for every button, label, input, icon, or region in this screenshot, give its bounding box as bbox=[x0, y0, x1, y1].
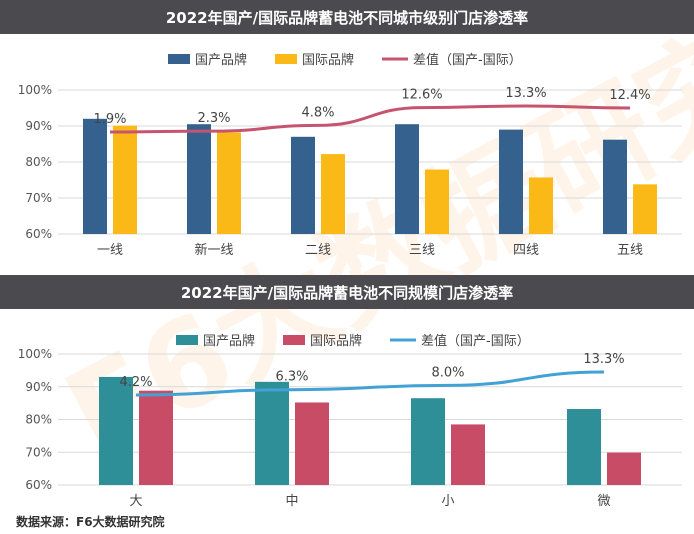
difference-data-label: 2.3% bbox=[197, 111, 230, 126]
x-tick-label: 三线 bbox=[409, 243, 435, 258]
bar-intl bbox=[529, 177, 553, 234]
y-tick-label: 60% bbox=[25, 478, 52, 492]
x-tick-label: 微 bbox=[597, 494, 610, 509]
y-tick-label: 100% bbox=[18, 347, 52, 361]
bar-domestic bbox=[395, 124, 419, 234]
bar-intl bbox=[113, 125, 137, 234]
difference-data-label: 13.3% bbox=[583, 352, 624, 367]
bar-domestic bbox=[603, 139, 627, 234]
legend-label-2: 国际品牌 bbox=[310, 333, 362, 349]
x-tick-label: 五线 bbox=[617, 243, 643, 258]
legend-swatch-1 bbox=[168, 54, 190, 64]
legend-label-1: 国产品牌 bbox=[203, 333, 255, 349]
legend-label-2: 国际品牌 bbox=[302, 52, 354, 68]
bar-intl bbox=[139, 390, 173, 485]
bar-domestic bbox=[99, 376, 133, 485]
bar-domestic bbox=[187, 124, 211, 234]
y-tick-label: 90% bbox=[25, 380, 52, 394]
y-tick-label: 70% bbox=[25, 191, 52, 205]
x-tick-label: 新一线 bbox=[194, 242, 233, 258]
y-tick-label: 80% bbox=[25, 413, 52, 427]
bar-intl bbox=[607, 452, 641, 485]
difference-data-label: 6.3% bbox=[275, 370, 308, 385]
legend-swatch-2 bbox=[283, 335, 305, 345]
chart1-title: 2022年国产/国际品牌蓄电池不同城市级别门店渗透率 bbox=[0, 0, 694, 34]
x-tick-label: 大 bbox=[129, 494, 142, 509]
y-tick-label: 80% bbox=[25, 155, 52, 169]
bar-intl bbox=[321, 154, 345, 234]
bar-intl bbox=[217, 132, 241, 234]
y-tick-label: 60% bbox=[25, 227, 52, 241]
bar-domestic bbox=[291, 136, 315, 234]
x-tick-label: 一线 bbox=[97, 243, 123, 258]
y-tick-label: 90% bbox=[25, 119, 52, 133]
difference-data-label: 4.2% bbox=[119, 375, 152, 390]
legend-label-1: 国产品牌 bbox=[195, 52, 247, 68]
legend-label-3: 差值（国产-国际） bbox=[421, 333, 530, 349]
difference-data-label: 12.4% bbox=[609, 88, 650, 103]
difference-data-label: 12.6% bbox=[401, 88, 442, 103]
difference-data-label: 8.0% bbox=[431, 365, 464, 380]
difference-data-label: 1.9% bbox=[93, 112, 126, 127]
difference-line bbox=[109, 104, 631, 134]
legend-swatch-2 bbox=[275, 54, 297, 64]
bar-intl bbox=[633, 184, 657, 234]
x-tick-label: 二线 bbox=[305, 243, 331, 258]
bar-domestic bbox=[567, 409, 601, 485]
y-tick-label: 70% bbox=[25, 445, 52, 459]
y-tick-label: 100% bbox=[18, 83, 52, 97]
difference-line bbox=[135, 370, 605, 397]
bar-intl bbox=[451, 424, 485, 485]
legend-swatch-1 bbox=[176, 335, 198, 345]
bar-intl bbox=[295, 402, 329, 485]
difference-data-label: 13.3% bbox=[505, 86, 546, 101]
x-tick-label: 四线 bbox=[513, 243, 539, 258]
x-tick-label: 中 bbox=[285, 494, 298, 509]
bar-intl bbox=[425, 169, 449, 234]
bar-domestic bbox=[255, 381, 289, 485]
legend-label-3: 差值（国产-国际） bbox=[413, 52, 522, 68]
bar-domestic bbox=[83, 118, 107, 234]
x-tick-label: 小 bbox=[441, 494, 454, 509]
chart1-svg: 60% 70% 80% 90% 100% 国产品牌 国际品牌 差值（国产-国际） 一线 新一线 二线… bbox=[18, 52, 682, 258]
chart2-svg: 60% 70% 80% 90% 100% 国产品牌 国际品牌 差值（国产-国际） 大 中 小 微 4.2… bbox=[18, 333, 682, 509]
source-note: 数据来源：F6大数据研究院 bbox=[16, 515, 165, 529]
bar-domestic bbox=[499, 129, 523, 234]
bar-domestic bbox=[411, 398, 445, 485]
difference-data-label: 4.8% bbox=[301, 105, 334, 120]
chart2-title: 2022年国产/国际品牌蓄电池不同规模门店渗透率 bbox=[0, 275, 694, 309]
